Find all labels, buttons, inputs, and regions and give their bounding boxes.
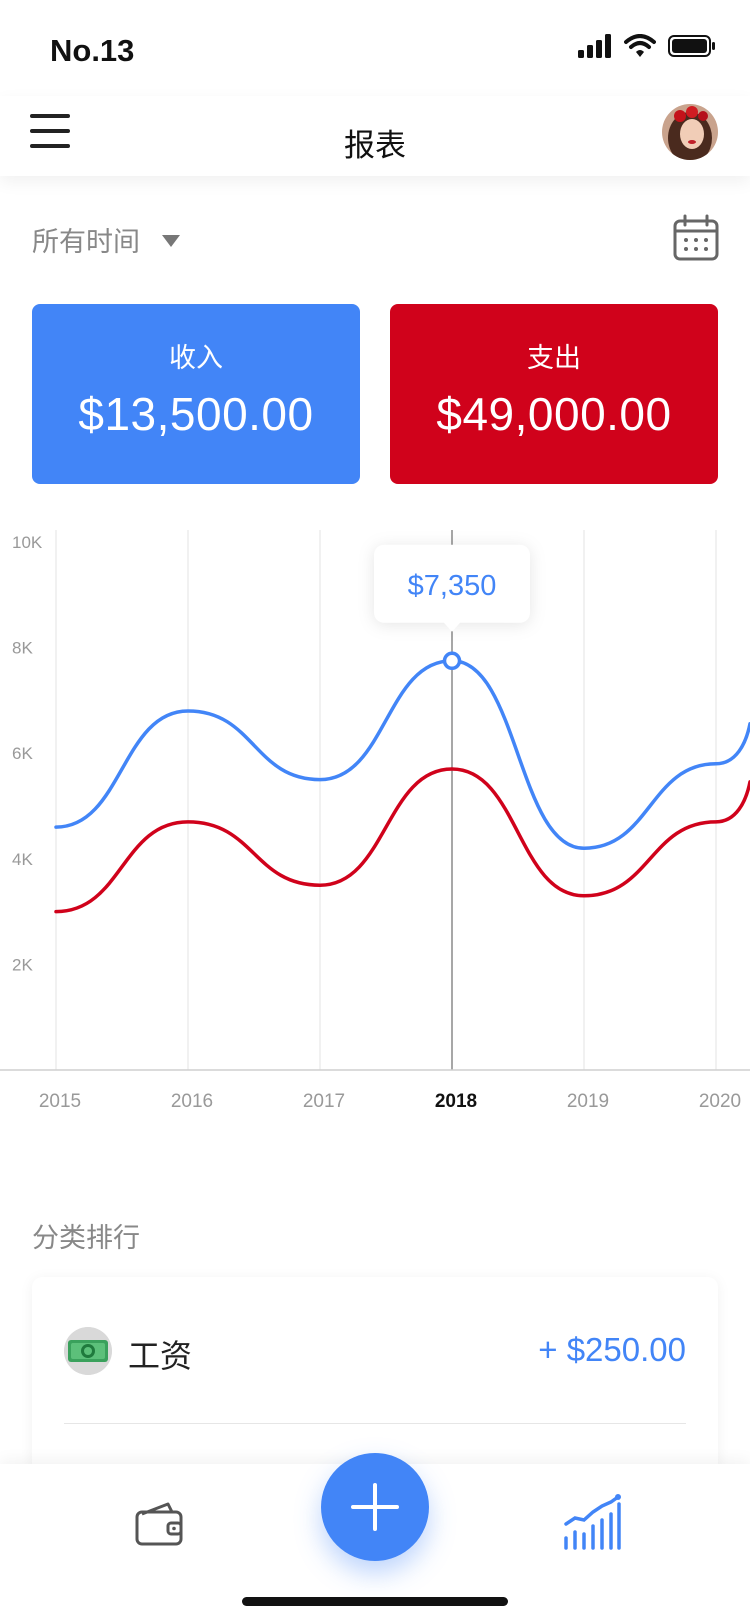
battery-icon — [668, 35, 715, 57]
status-bar: No.13 — [0, 0, 750, 96]
ranking-card: 工资 + $250.00 — [32, 1277, 718, 1477]
ranking-row[interactable]: 工资 + $250.00 — [32, 1277, 718, 1425]
y-tick-label: 6K — [12, 744, 33, 763]
income-card[interactable]: 收入 $13,500.00 — [32, 304, 360, 484]
nav-bar: 报表 — [0, 96, 750, 176]
y-tick-label: 2K — [12, 955, 33, 974]
x-tick-label: 2017 — [303, 1091, 345, 1112]
y-tick-label: 10K — [12, 533, 43, 552]
calendar-icon[interactable] — [672, 214, 720, 262]
x-tick-label: 2019 — [567, 1091, 609, 1112]
selected-point — [442, 651, 462, 671]
expense-label: 支出 — [527, 343, 581, 373]
dropdown-arrow-icon — [162, 234, 180, 247]
income-amount: $13,500.00 — [78, 388, 314, 440]
menu-button[interactable] — [30, 114, 70, 148]
home-indicator — [242, 1597, 508, 1606]
expense-card[interactable]: 支出 $49,000.00 — [390, 304, 718, 484]
x-tick-label: 2018 — [435, 1091, 477, 1112]
y-tick-label: 8K — [12, 639, 33, 658]
wallet-icon[interactable] — [134, 1498, 186, 1550]
tooltip-pointer — [443, 621, 461, 632]
time-filter-label: 所有时间 — [32, 227, 140, 257]
money-icon — [64, 1327, 112, 1375]
carrier-label: No.13 — [50, 33, 135, 68]
avatar[interactable] — [662, 104, 718, 160]
add-button[interactable] — [321, 1453, 429, 1561]
y-tick-label: 4K — [12, 850, 33, 869]
x-tick-label: 2015 — [39, 1091, 81, 1112]
series-line — [54, 659, 750, 850]
x-tick-label: 2020 — [699, 1091, 741, 1112]
signal-icon — [578, 34, 611, 58]
ranking-title: 分类排行 — [32, 1223, 140, 1253]
status-icons — [578, 34, 716, 58]
series-line — [54, 767, 750, 914]
tooltip-box — [374, 544, 530, 623]
chart-icon[interactable] — [562, 1494, 622, 1550]
income-label: 收入 — [169, 343, 223, 373]
divider — [64, 1423, 686, 1424]
ranking-item-name: 工资 — [128, 1338, 193, 1374]
expense-amount: $49,000.00 — [436, 388, 672, 440]
time-filter[interactable]: 所有时间 — [32, 220, 180, 259]
menu-icon — [30, 114, 70, 118]
wifi-icon — [624, 34, 656, 57]
ranking-item-amount: + $250.00 — [538, 1331, 686, 1368]
avatar-icon — [662, 104, 718, 160]
trend-chart[interactable]: 10K 8K 6K 4K 2K 2015 2016 2017 2018 2019 2020 $7,35… — [0, 530, 750, 1150]
page-title: 报表 — [344, 128, 406, 163]
x-tick-label: 2016 — [171, 1091, 213, 1112]
tooltip-value: $7,350 — [408, 570, 497, 602]
